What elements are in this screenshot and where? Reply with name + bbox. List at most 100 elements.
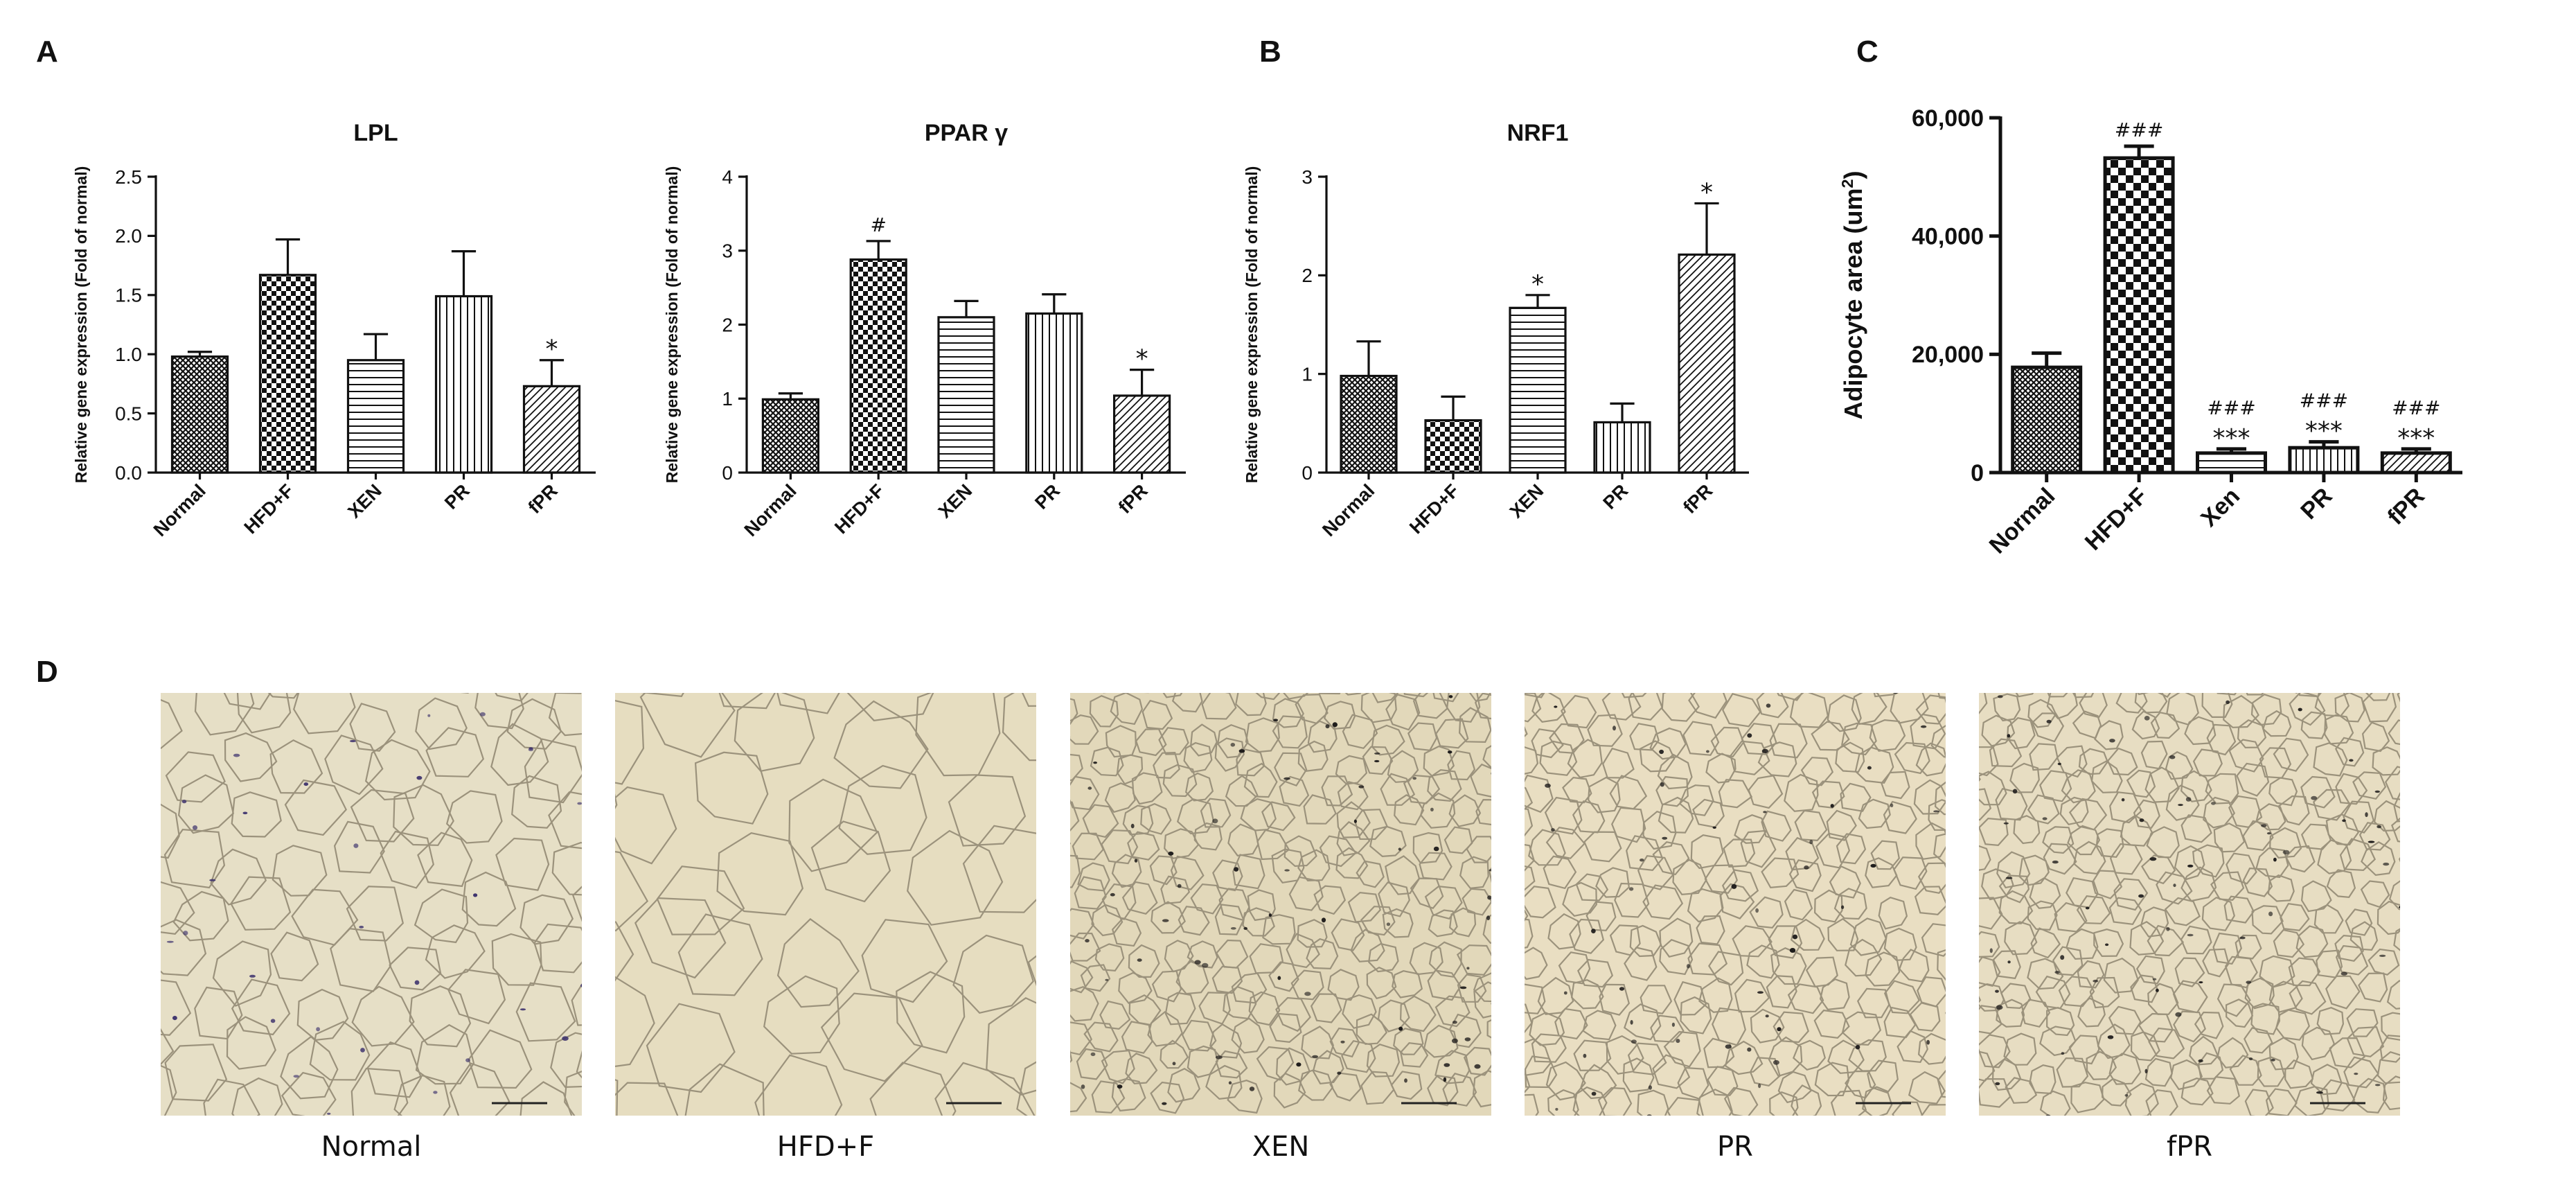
micrograph-fpr: [1979, 693, 2400, 1116]
bar: [2380, 451, 2452, 475]
x-tick-label: Xen: [2196, 483, 2245, 532]
significance-label: *: [1136, 345, 1148, 373]
significance-label: *: [1700, 178, 1713, 206]
y-tick-label: 1: [1302, 363, 1313, 385]
bar: [849, 258, 907, 474]
bar: [2288, 446, 2360, 475]
y-tick-label: 4: [722, 166, 733, 188]
x-tick-label: Normal: [1318, 480, 1378, 540]
micrograph-hfdf: [615, 693, 1036, 1116]
x-tick-label: fPR: [1679, 480, 1716, 518]
micrograph-image: [615, 693, 1036, 1116]
x-tick-label: HFD+F: [240, 480, 297, 538]
x-tick-label: HFD+F: [830, 480, 888, 538]
bar: [2196, 451, 2267, 475]
x-tick-label: PR: [2295, 483, 2337, 525]
chart-lpl: LPL Relative gene expression (Fold of nor…: [72, 120, 596, 540]
chart-pparg: PPAR γ Relative gene expression (Fold of …: [663, 120, 1186, 540]
y-tick-label: 1: [722, 388, 733, 410]
x-tick-label: HFD+F: [2080, 483, 2153, 556]
micrograph-label: HFD+F: [776, 1131, 875, 1163]
micrograph-label: XEN: [1252, 1131, 1310, 1163]
y-axis-label: Relative gene expression (Fold of normal…: [72, 166, 90, 484]
micrograph-label: fPR: [2167, 1131, 2212, 1163]
x-tick-label: PR: [1599, 480, 1633, 513]
x-tick-label: XEN: [1506, 480, 1547, 522]
bar: [1678, 253, 1736, 474]
y-axis-label: Adipocyte area (um2): [1838, 170, 1867, 419]
panel-label-a: A: [36, 35, 58, 69]
x-tick-label: fPR: [524, 480, 562, 518]
bar: [1340, 374, 1398, 474]
x-tick-label: PR: [441, 480, 474, 513]
bar: [170, 355, 229, 474]
significance-label: ###: [2207, 396, 2255, 419]
y-axis-label: Relative gene expression (Fold of normal…: [663, 166, 681, 484]
x-tick-label: Normal: [1984, 483, 2061, 559]
significance-label: *: [546, 335, 558, 364]
chart-nrf1: NRF1 Relative gene expression (Fold of no…: [1243, 120, 1749, 540]
y-tick-label: 3: [722, 240, 733, 262]
y-tick-label: 0: [1971, 460, 1984, 486]
x-tick-label: fPR: [1114, 480, 1152, 518]
y-tick-label: 0: [722, 462, 733, 484]
micrograph-image: [1525, 693, 1946, 1116]
x-tick-label: XEN: [934, 480, 976, 522]
panel-label-b: B: [1259, 35, 1281, 69]
significance-label: ###: [2300, 389, 2348, 412]
y-tick-label: 2: [722, 314, 733, 335]
significance-label: ###: [2115, 118, 2163, 141]
chart-title: PPAR γ: [925, 120, 1008, 146]
micrograph-label: Normal: [321, 1131, 422, 1163]
y-tick-label: 2.0: [115, 225, 142, 247]
y-tick-label: 40,000: [1912, 224, 1984, 250]
significance-label: ***: [2213, 424, 2250, 452]
bar: [522, 385, 581, 474]
significance-label: ###: [2392, 396, 2440, 419]
micrograph-image: [1979, 693, 2400, 1116]
bar: [1112, 394, 1171, 474]
y-tick-label: 60,000: [1912, 105, 1984, 132]
y-tick-label: 1.0: [115, 344, 142, 365]
bar: [434, 294, 493, 474]
micrograph-label: PR: [1717, 1131, 1753, 1163]
y-tick-label: 0: [1302, 462, 1313, 484]
micrograph-normal: [161, 693, 582, 1116]
x-tick-label: PR: [1031, 480, 1064, 513]
micrograph-image: [161, 693, 582, 1116]
y-tick-label: 3: [1302, 166, 1313, 188]
significance-label: ***: [2397, 424, 2435, 452]
y-tick-label: 2: [1302, 265, 1313, 286]
panel-label-c: C: [1856, 35, 1878, 69]
chart-adipocyte: Adipocyte area (um2) Normal ### HFD+F ### ***…: [1838, 105, 2462, 559]
y-tick-label: 20,000: [1912, 342, 1984, 368]
bar: [2103, 156, 2175, 475]
x-tick-label: Normal: [150, 480, 210, 540]
bar: [1593, 421, 1651, 474]
significance-label: #: [870, 213, 886, 236]
bar-charts-figure: LPL Relative gene expression (Fold of nor…: [72, 105, 2462, 559]
bar: [2011, 365, 2083, 475]
bar: [346, 359, 405, 474]
y-axis-label: Relative gene expression (Fold of normal…: [1243, 166, 1261, 484]
y-tick-label: 0.0: [115, 462, 142, 484]
x-tick-label: fPR: [2383, 483, 2430, 530]
significance-label: *: [1531, 270, 1544, 299]
micrograph-image: [1070, 693, 1491, 1116]
y-tick-label: 1.5: [115, 285, 142, 306]
bar: [1025, 312, 1083, 474]
chart-title: NRF1: [1507, 120, 1569, 146]
panel-label-d: D: [36, 655, 58, 689]
y-tick-label: 0.5: [115, 403, 142, 424]
bar: [258, 274, 317, 474]
micrograph-pr: [1525, 693, 1946, 1116]
micrograph-xen: [1070, 693, 1491, 1116]
chart-title: LPL: [353, 120, 398, 146]
x-tick-label: HFD+F: [1405, 480, 1463, 538]
bar: [761, 398, 820, 474]
bar: [1509, 306, 1567, 474]
x-tick-label: XEN: [344, 480, 385, 522]
bar: [1424, 419, 1482, 474]
y-tick-label: 2.5: [115, 166, 142, 188]
x-tick-label: Normal: [740, 480, 801, 540]
